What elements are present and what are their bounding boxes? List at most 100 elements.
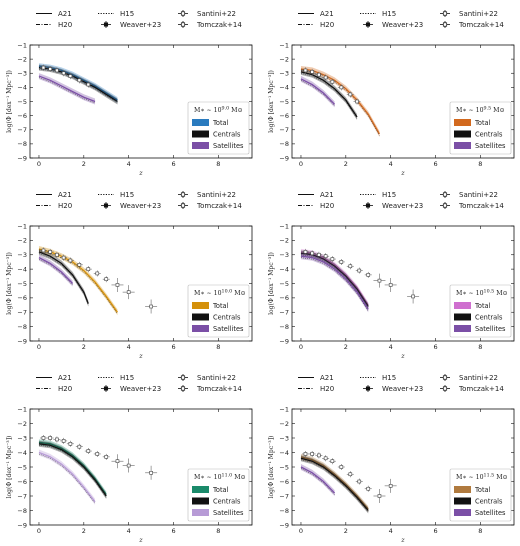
series-line-satellites-h15 xyxy=(300,257,369,312)
legend-marker-3 xyxy=(442,11,448,16)
obs-point xyxy=(303,68,308,73)
series-line-satellites-h15 xyxy=(300,468,335,495)
obs-point xyxy=(77,444,82,449)
chart-panel-2: A21 H15 Santini+22 H20 Weaver+23 Tomczak+14 0 2… xyxy=(268,10,515,177)
y-tick-label: −4 xyxy=(279,84,289,92)
obs-point xyxy=(339,85,344,90)
legend-marker-3 xyxy=(180,192,186,197)
y-tick-label: −3 xyxy=(17,434,27,442)
series-line-centrals-h15 xyxy=(300,459,369,513)
y-tick-label: −3 xyxy=(279,434,289,442)
series-line-satellites-h15 xyxy=(38,77,96,104)
inset-legend-label-satellites: Satellites xyxy=(213,509,244,517)
inset-legend-label-total: Total xyxy=(474,119,491,127)
obs-point xyxy=(377,494,382,498)
obs-point xyxy=(310,452,314,456)
legend-label-3: Santini+22 xyxy=(459,374,498,382)
legend-marker-3 xyxy=(442,375,448,380)
series-line-total xyxy=(38,441,107,495)
y-tick-label: −9 xyxy=(17,521,27,529)
y-tick-label: −5 xyxy=(17,463,27,471)
legend-label-6: Tomczak+14 xyxy=(458,385,504,393)
obs-point xyxy=(149,304,153,309)
series-line-satellites xyxy=(38,257,74,284)
inset-legend-label-centrals: Centrals xyxy=(213,131,241,139)
inset-legend-label-centrals: Centrals xyxy=(475,498,503,506)
x-tick-label: 6 xyxy=(171,527,175,535)
y-tick-label: −8 xyxy=(279,140,289,148)
x-tick-label: 0 xyxy=(37,527,41,535)
obs-point xyxy=(86,82,91,87)
series-line-centrals-h15 xyxy=(38,445,107,498)
series-line-satellites xyxy=(300,78,336,105)
legend-label-4: H20 xyxy=(58,385,72,393)
y-tick-label: −3 xyxy=(279,70,289,78)
obs-point xyxy=(48,67,52,71)
y-tick-label: −7 xyxy=(17,492,27,500)
legend-label-6: Tomczak+14 xyxy=(458,21,504,29)
x-tick-label: 6 xyxy=(171,160,175,168)
y-tick-label: −7 xyxy=(17,126,27,134)
y-tick-label: −2 xyxy=(17,237,27,245)
x-tick-label: 0 xyxy=(37,343,41,351)
inset-legend-label-total: Total xyxy=(212,119,229,127)
x-axis-label: z xyxy=(400,169,405,177)
legend-label-1: A21 xyxy=(320,10,334,18)
y-tick-label: −6 xyxy=(279,294,289,302)
inset-legend-label-centrals: Centrals xyxy=(213,498,241,506)
series-line-centrals-h15 xyxy=(300,254,369,309)
obs-point xyxy=(330,257,335,261)
series-line-satellites xyxy=(38,75,96,103)
legend-label-5: Weaver+23 xyxy=(382,385,423,393)
y-tick-label: −9 xyxy=(279,521,289,529)
obs-point xyxy=(388,484,393,488)
x-tick-label: 2 xyxy=(344,343,348,351)
legend-marker-3 xyxy=(180,11,186,16)
y-tick-label: −3 xyxy=(17,70,27,78)
legend-label-2: H15 xyxy=(382,374,396,382)
obs-point xyxy=(357,479,362,484)
legend-label-3: Santini+22 xyxy=(197,191,236,199)
y-tick-label: −1 xyxy=(279,222,289,230)
legend-label-6: Tomczak+14 xyxy=(196,385,242,393)
inset-legend-label-total: Total xyxy=(474,486,491,494)
x-tick-label: 0 xyxy=(299,527,303,535)
obs-point xyxy=(77,263,82,267)
obs-point xyxy=(339,260,344,264)
x-tick-label: 8 xyxy=(216,343,220,351)
mass-label: M∗ ∼ 1010.0 M⊙ xyxy=(194,289,246,298)
inset-legend-swatch-centrals xyxy=(192,130,209,138)
x-tick-label: 8 xyxy=(216,527,220,535)
y-tick-label: −9 xyxy=(279,337,289,345)
series-line-centrals-h15 xyxy=(38,253,89,306)
y-tick-label: −5 xyxy=(17,98,27,106)
legend-label-4: H20 xyxy=(58,202,72,210)
obs-point xyxy=(303,452,308,456)
legend-label-3: Santini+22 xyxy=(459,191,498,199)
legend-label-2: H15 xyxy=(382,191,396,199)
y-tick-label: −3 xyxy=(17,251,27,259)
legend-label-5: Weaver+23 xyxy=(382,21,423,29)
y-tick-label: −9 xyxy=(17,337,27,345)
legend-label-1: A21 xyxy=(58,374,72,382)
y-axis-label: log(Φ [dex⁻¹ Mpc⁻³]) xyxy=(268,252,275,315)
legend: A21 H15 Santini+22 H20 Weaver+23 Tomczak+14 xyxy=(36,191,242,210)
series-band-total xyxy=(38,246,118,316)
y-tick-label: −5 xyxy=(279,463,289,471)
series-line-satellites-h15 xyxy=(300,80,335,107)
obs-point xyxy=(48,436,52,440)
series-line-centrals xyxy=(38,251,89,304)
x-tick-label: 4 xyxy=(127,160,131,168)
y-tick-label: −2 xyxy=(17,420,27,428)
series-line-centrals-h15 xyxy=(38,68,118,104)
x-tick-label: 4 xyxy=(389,160,393,168)
y-tick-label: −9 xyxy=(279,154,289,162)
x-tick-label: 0 xyxy=(299,343,303,351)
chart-panel-5: A21 H15 Santini+22 H20 Weaver+23 Tomczak+14 0 2… xyxy=(6,374,253,544)
y-tick-label: −4 xyxy=(17,84,27,92)
obs-point xyxy=(348,92,353,97)
legend-label-2: H15 xyxy=(120,191,134,199)
x-tick-label: 0 xyxy=(299,160,303,168)
legend: A21 H15 Santini+22 H20 Weaver+23 Tomczak+14 xyxy=(298,191,504,210)
legend-marker-5 xyxy=(103,22,109,27)
